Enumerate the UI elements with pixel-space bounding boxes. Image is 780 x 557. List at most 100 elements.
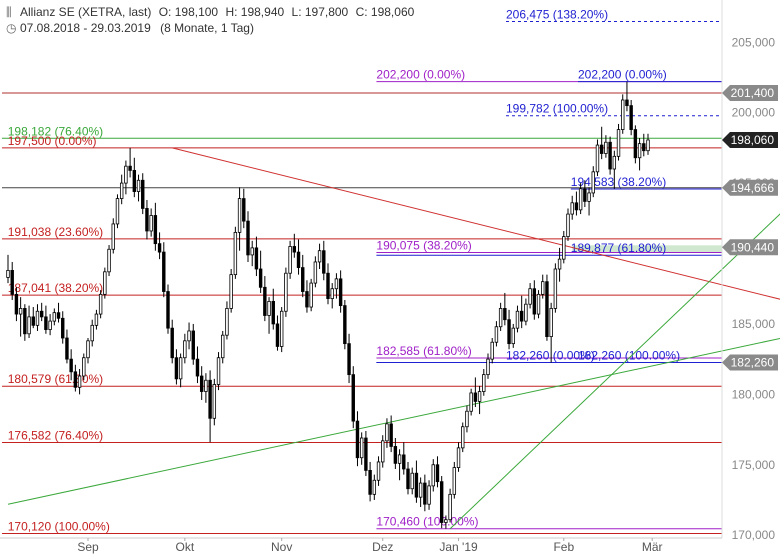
candle xyxy=(191,323,195,365)
candle-body xyxy=(545,281,549,338)
x-tick-label: Feb xyxy=(553,540,574,554)
chart-info-line: ⫼ Allianz SE (XETRA, last) O: 198,100 H: … xyxy=(6,5,414,20)
candle-body xyxy=(204,379,208,392)
candle xyxy=(246,211,250,262)
candle-body xyxy=(343,305,347,345)
candle-body xyxy=(406,468,410,490)
candle xyxy=(115,194,120,229)
candle-body xyxy=(166,291,170,329)
candle xyxy=(326,263,330,305)
candle xyxy=(284,267,288,317)
candle xyxy=(279,307,284,353)
candle-body xyxy=(296,251,301,268)
candle xyxy=(338,270,343,313)
candle xyxy=(515,305,520,333)
candle xyxy=(608,136,612,175)
candle-body xyxy=(187,330,191,342)
candle-body xyxy=(347,343,351,376)
candle-body xyxy=(519,310,524,322)
trendline-steep-uptrend xyxy=(449,213,780,530)
price-tag xyxy=(722,354,778,371)
candle xyxy=(132,157,137,198)
candle xyxy=(616,123,621,161)
candle xyxy=(393,438,398,469)
candle xyxy=(23,304,27,341)
candle-body xyxy=(444,519,448,523)
candle xyxy=(90,319,94,347)
candle xyxy=(73,364,78,392)
level-label: 182,260 (100.00%) xyxy=(578,349,680,363)
candle xyxy=(465,405,469,433)
candle-body xyxy=(183,340,187,359)
candle-body xyxy=(301,267,305,292)
candle-body xyxy=(31,316,35,326)
candle xyxy=(52,308,57,326)
candle-body xyxy=(393,446,398,464)
candle-body xyxy=(305,291,309,308)
candle-body xyxy=(566,213,570,238)
candle xyxy=(39,302,44,322)
candle xyxy=(65,329,69,364)
candle-body xyxy=(115,198,120,225)
candle xyxy=(595,139,600,177)
candle-body xyxy=(456,447,461,468)
candle-body xyxy=(191,330,195,360)
candle-body xyxy=(536,293,541,315)
candle xyxy=(553,263,558,313)
level-label: 202,200 (0.00%) xyxy=(376,68,465,82)
candle-body xyxy=(322,250,326,274)
candle xyxy=(397,449,402,481)
candle xyxy=(170,319,174,364)
candle-body xyxy=(587,192,591,202)
level-label: 170,120 (100.00%) xyxy=(8,519,110,533)
candle xyxy=(149,208,153,237)
candle xyxy=(98,290,103,319)
candle xyxy=(263,276,267,322)
candle-body xyxy=(461,426,465,449)
candle-body xyxy=(629,105,633,130)
candle xyxy=(35,304,40,331)
candle-body xyxy=(82,357,86,377)
candle-body xyxy=(221,334,225,359)
candle xyxy=(128,147,132,178)
candle-body xyxy=(141,179,145,209)
candle xyxy=(625,81,629,112)
candle-body xyxy=(216,357,221,385)
candle-body xyxy=(284,272,288,312)
level-label: 170,460 (100.00%) xyxy=(376,515,478,529)
candle xyxy=(532,280,537,320)
candle xyxy=(494,321,499,347)
candle xyxy=(229,269,233,313)
candle-body xyxy=(199,375,204,392)
candle-body xyxy=(61,317,65,339)
candle-body xyxy=(616,129,621,157)
candle-body xyxy=(233,231,238,276)
candle-body xyxy=(288,246,292,274)
candle xyxy=(250,240,254,267)
level-label: 176,582 (76.40%) xyxy=(8,428,103,442)
candle-body xyxy=(279,310,284,347)
level-label: 191,038 (23.60%) xyxy=(8,225,103,239)
candle xyxy=(477,385,482,415)
y-tick-label: 170,000 xyxy=(732,528,776,542)
candle-body xyxy=(292,246,297,253)
candle xyxy=(10,261,14,300)
candle xyxy=(199,366,204,400)
candle-body xyxy=(157,243,162,253)
candle-body xyxy=(275,323,280,347)
candle-body xyxy=(309,282,313,308)
candle xyxy=(498,302,503,331)
candle-body xyxy=(599,144,604,154)
candle-body xyxy=(642,143,646,152)
candle xyxy=(599,126,604,160)
candle xyxy=(431,459,435,492)
candle xyxy=(237,187,242,251)
x-tick-label: Jan '19 xyxy=(439,540,478,554)
candle-body xyxy=(334,278,339,290)
candle-body xyxy=(431,464,435,487)
price-tag xyxy=(722,179,778,196)
candle xyxy=(82,353,86,381)
instrument-name: Allianz SE (XETRA, last) xyxy=(20,5,152,19)
support-band xyxy=(572,245,722,253)
